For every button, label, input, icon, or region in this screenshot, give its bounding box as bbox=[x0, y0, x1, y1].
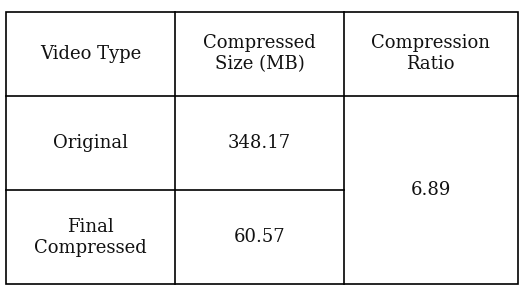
Text: Compressed
Size (MB): Compressed Size (MB) bbox=[203, 35, 316, 73]
Text: 60.57: 60.57 bbox=[234, 228, 285, 246]
Text: 6.89: 6.89 bbox=[411, 181, 451, 199]
Text: Original: Original bbox=[53, 134, 128, 152]
Text: 348.17: 348.17 bbox=[228, 134, 291, 152]
Text: Compression
Ratio: Compression Ratio bbox=[372, 35, 490, 73]
Text: Video Type: Video Type bbox=[40, 45, 141, 63]
Text: Final
Compressed: Final Compressed bbox=[34, 218, 147, 257]
